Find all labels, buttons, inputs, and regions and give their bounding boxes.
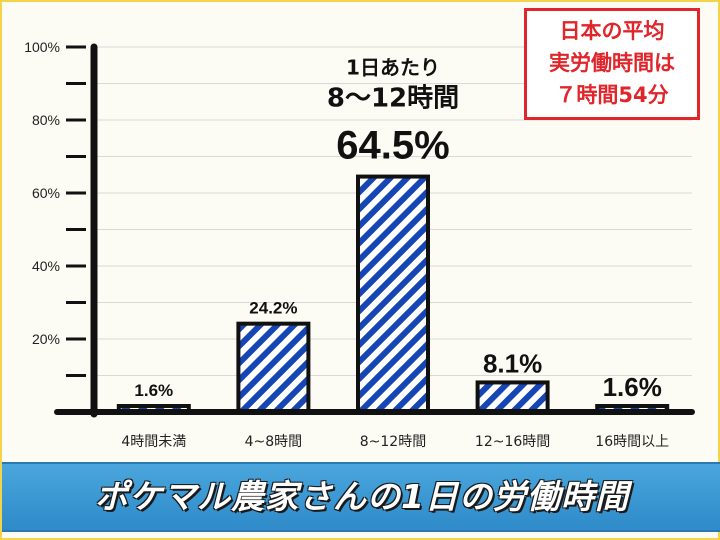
bar: [236, 321, 311, 415]
highlight-line-1: 1日あたり: [346, 56, 440, 80]
banner-title: ポケマル農家さんの1日の労働時間: [95, 477, 629, 516]
y-tick-label: 20%: [32, 331, 60, 347]
y-axis-ticks: 20% 40% 60% 80% 100%: [24, 39, 86, 377]
info-line-1: 日本の平均: [559, 19, 665, 43]
y-tick-label: 100%: [24, 39, 60, 55]
bars: [116, 174, 670, 415]
info-line-3: ７時間54分: [555, 83, 669, 107]
x-axis-categories: 4時間未満 4~8時間 8~12時間 12~16時間 16時間以上: [121, 434, 669, 450]
title-banner: ポケマル農家さんの1日の労働時間: [2, 462, 720, 532]
x-category-label: 8~12時間: [360, 434, 426, 450]
bar: [356, 174, 430, 414]
bar-labels: 1.6% 24.2% 64.5% 1日あたり 8～12時間 8.1% 1.6%: [134, 56, 661, 402]
bar: [475, 380, 550, 414]
x-category-label: 4時間未満: [121, 434, 186, 450]
bar-value-label: 24.2%: [249, 299, 297, 318]
average-hours-info-box: 日本の平均 実労働時間は ７時間54分: [524, 8, 700, 120]
bar-chart: 20% 40% 60% 80% 100% 1.6% 24.2% 64.5% 1日あたり 8～12…: [24, 39, 695, 450]
y-tick-label: 60%: [32, 185, 60, 201]
highlight-line-2: 8～12時間: [327, 84, 459, 114]
x-category-label: 16時間以上: [595, 434, 669, 450]
x-category-label: 4~8時間: [245, 434, 303, 450]
bar-value-label: 1.6%: [134, 381, 173, 400]
x-category-label: 12~16時間: [475, 434, 550, 450]
y-tick-label: 40%: [32, 258, 60, 274]
axes: [54, 43, 695, 418]
bar-value-label: 8.1%: [483, 348, 542, 378]
y-tick-label: 80%: [32, 112, 60, 128]
info-line-2: 実労働時間は: [549, 51, 675, 75]
bar-value-label: 1.6%: [603, 372, 662, 402]
bar-value-label: 64.5%: [336, 124, 449, 168]
